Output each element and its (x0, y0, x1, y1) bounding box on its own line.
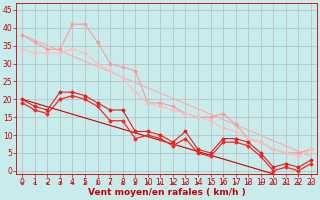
X-axis label: Vent moyen/en rafales ( km/h ): Vent moyen/en rafales ( km/h ) (88, 188, 245, 197)
